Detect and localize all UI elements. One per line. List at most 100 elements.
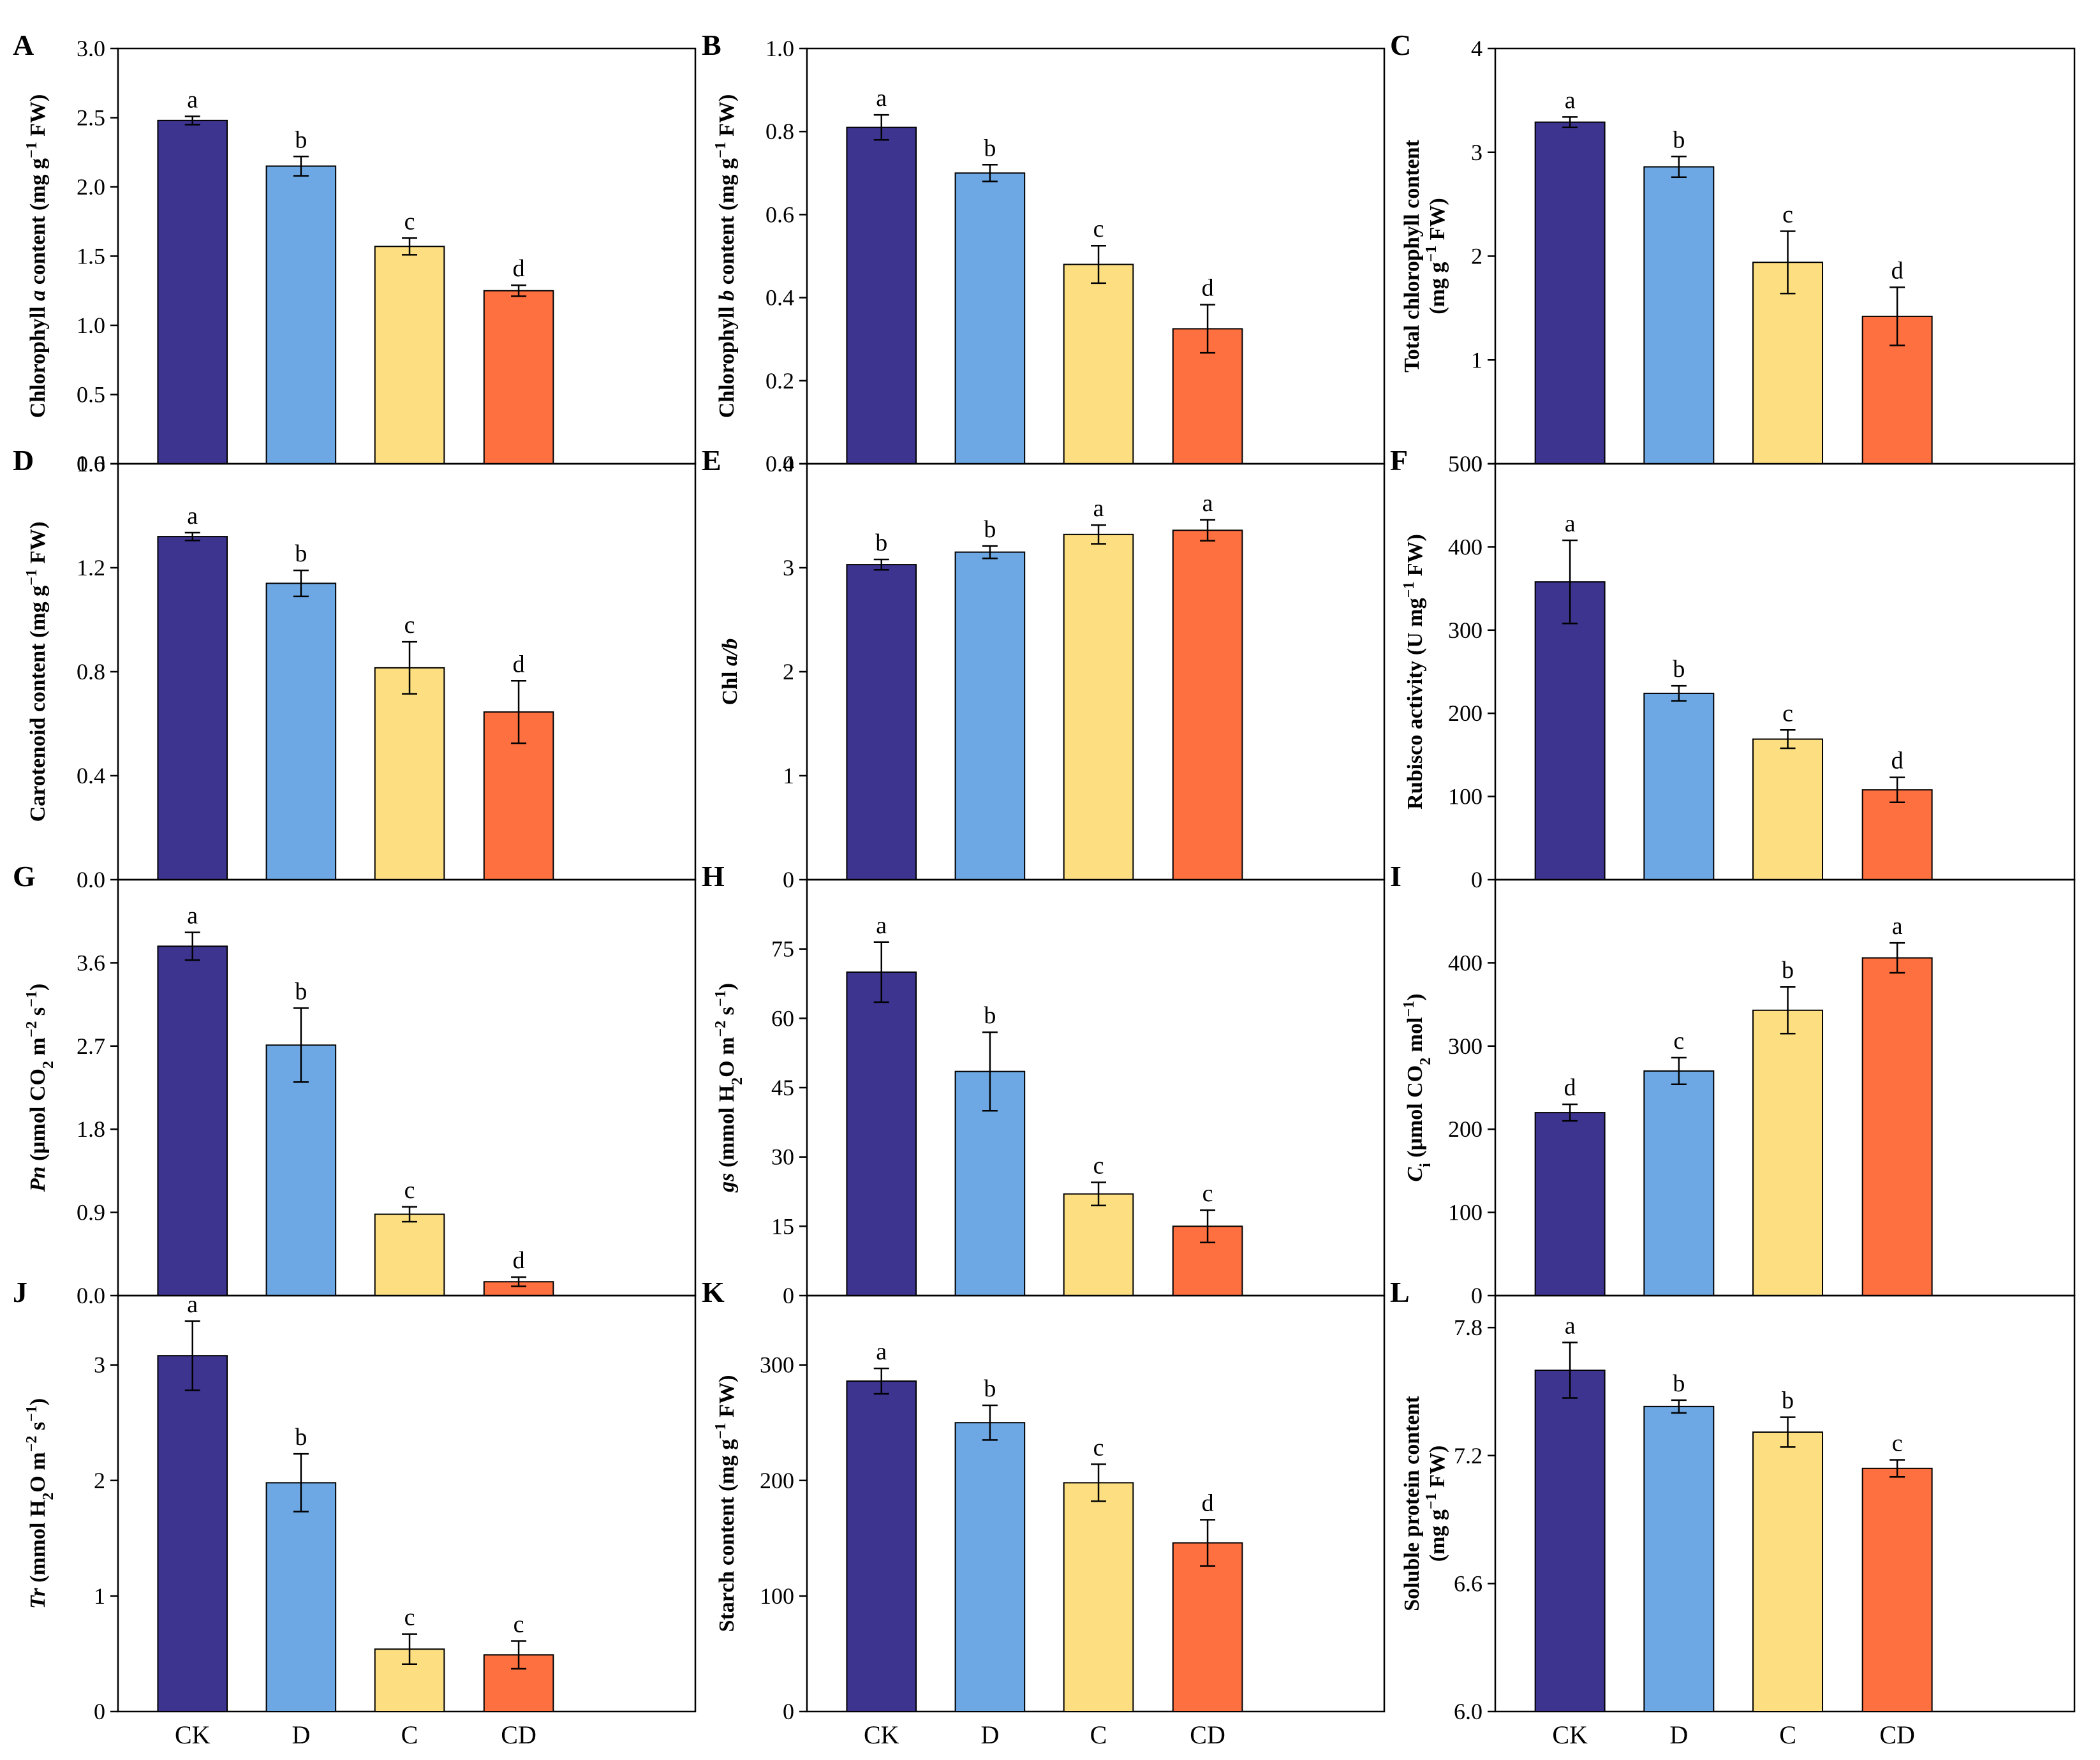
y-tick-label: 60: [771, 1005, 794, 1031]
y-tick-label: 2: [94, 1468, 105, 1493]
y-tick-label: 300: [1448, 1033, 1483, 1059]
y-axis-label-part: b: [715, 290, 739, 301]
y-tick-label: 2.7: [77, 1033, 105, 1059]
panel-letter: D: [13, 444, 34, 477]
y-axis-label-part: ): [715, 983, 739, 990]
bar-ck: [846, 1380, 917, 1712]
y-axis-label-part: Pn: [26, 1166, 50, 1192]
y-tick-label: 0: [783, 867, 794, 892]
bar-cd: [1861, 789, 1933, 880]
y-axis-label-part: i: [1417, 1163, 1434, 1167]
y-axis-label-part: O m: [26, 1452, 50, 1492]
panel-C: C 0 1 2 3 4 Total chlorophyll content (mg g−1 F…: [1390, 29, 2076, 477]
y-axis-label-part: s: [26, 1007, 50, 1021]
bar-ck: [157, 945, 228, 1296]
y-tick-label: 0.9: [77, 1200, 105, 1225]
bar-ck: [846, 971, 917, 1297]
bar-d: [954, 1422, 1026, 1712]
y-tick-label: 200: [1448, 1116, 1483, 1142]
significance-letter: c: [1093, 216, 1104, 242]
panel-letter: C: [1390, 29, 1411, 61]
y-tick-label: 0: [94, 1699, 105, 1724]
y-axis-label-part: −1: [24, 991, 40, 1007]
y-axis-label-part: Rubisco activity (U mg: [1403, 598, 1427, 809]
y-axis-label-part: (μmol CO: [1403, 1065, 1427, 1163]
y-tick-label: 0.0: [77, 451, 105, 477]
bar-c: [1063, 533, 1134, 880]
y-tick-label: 0.6: [765, 202, 794, 227]
y-axis-label-part: Soluble protein content: [1400, 1396, 1424, 1611]
bar-ck: [157, 119, 228, 464]
y-tick-label: 2: [783, 659, 794, 684]
significance-letter: d: [513, 255, 525, 282]
y-tick-label: 0.2: [765, 368, 794, 394]
y-axis-label-part: (μmol CO: [26, 1069, 50, 1166]
y-axis-label-part: ): [26, 984, 50, 991]
y-tick-label: 0.0: [77, 867, 105, 892]
significance-letter: a: [187, 86, 198, 113]
y-tick-label: 1: [94, 1583, 105, 1609]
y-axis-label-part: 2: [40, 1061, 57, 1069]
bar-cd: [1172, 529, 1243, 880]
y-tick-label: 0: [1471, 1283, 1483, 1308]
y-axis-label-part: s: [26, 1422, 50, 1436]
y-axis-label-part: (mmol H: [715, 1085, 739, 1173]
significance-letter: a: [876, 85, 887, 112]
bar-c: [374, 1213, 445, 1297]
panel-B: B 0.0 0.2 0.4 0.6 0.8 1.0 Chlorophyll b content…: [702, 29, 1386, 477]
x-category-label: C: [1779, 1720, 1796, 1749]
bar-ck: [846, 564, 917, 880]
bar-c: [1063, 1193, 1134, 1296]
y-axis-label-part: s: [715, 1007, 739, 1021]
y-axis-label-part: a/b: [718, 639, 742, 666]
significance-letter: a: [876, 912, 887, 939]
y-axis-label-part: ): [26, 1398, 50, 1405]
significance-letter: a: [1565, 87, 1576, 114]
significance-letter: c: [404, 1604, 415, 1631]
y-axis-label: Starch content (mg g−1 FW): [713, 1375, 739, 1632]
y-tick-label: 500: [1448, 451, 1483, 477]
panel-G: G 0.0 0.9 1.8 2.7 3.6 Pn (μmol CO2 m−2 s−1) a b c…: [13, 860, 697, 1308]
significance-letter: b: [1673, 656, 1685, 683]
significance-letter: c: [1093, 1153, 1104, 1179]
significance-letter: c: [1673, 1028, 1684, 1054]
significance-letter: a: [1892, 913, 1903, 940]
significance-letter: b: [1782, 1387, 1794, 1414]
y-axis-label-part: −1: [713, 990, 729, 1007]
y-tick-label: 3: [783, 555, 794, 581]
y-tick-label: 1.8: [77, 1116, 105, 1142]
significance-letter: a: [187, 503, 198, 529]
panel-letter: G: [13, 860, 36, 892]
y-axis-label: Soluble protein content: [1400, 1396, 1424, 1611]
significance-letter: b: [875, 529, 887, 556]
significance-letter: d: [1564, 1074, 1576, 1101]
y-tick-label: 2.5: [77, 105, 105, 131]
significance-letter: b: [984, 1002, 996, 1029]
significance-letter: a: [1093, 495, 1104, 522]
y-tick-label: 100: [1448, 1200, 1483, 1225]
y-tick-label: 6.0: [1454, 1699, 1483, 1724]
y-axis-label: Chlorophyll b content (mg g−1 FW): [713, 94, 739, 418]
y-axis-label-part: −1: [24, 142, 40, 158]
y-axis-label-part: Starch content (mg g: [715, 1439, 739, 1632]
y-axis-label-part: m: [26, 1037, 50, 1061]
y-tick-label: 0.8: [765, 119, 794, 144]
y-tick-label: 100: [760, 1583, 794, 1609]
significance-letter: b: [984, 1375, 996, 1402]
y-axis-label-part: −1: [713, 1423, 729, 1439]
bar-cd: [1172, 1542, 1243, 1713]
bar-d: [954, 172, 1026, 464]
panel-letter: F: [1390, 444, 1408, 477]
y-axis-label-part: content (mg g: [715, 158, 739, 290]
y-axis-label-part: ): [1403, 993, 1427, 1000]
bar-d: [265, 582, 337, 880]
x-category-label: D: [980, 1720, 999, 1749]
significance-letter: d: [1891, 257, 1904, 284]
y-tick-label: 0.4: [77, 763, 105, 788]
y-axis-label: Rubisco activity (U mg−1 FW): [1401, 534, 1427, 810]
panel-L: L 6.0 6.6 7.2 7.8 Soluble protein content (mg …: [1390, 1276, 2076, 1749]
y-tick-label: 4: [1471, 36, 1483, 61]
y-tick-label: 1.2: [77, 555, 105, 581]
y-tick-label: 1: [1471, 347, 1483, 373]
